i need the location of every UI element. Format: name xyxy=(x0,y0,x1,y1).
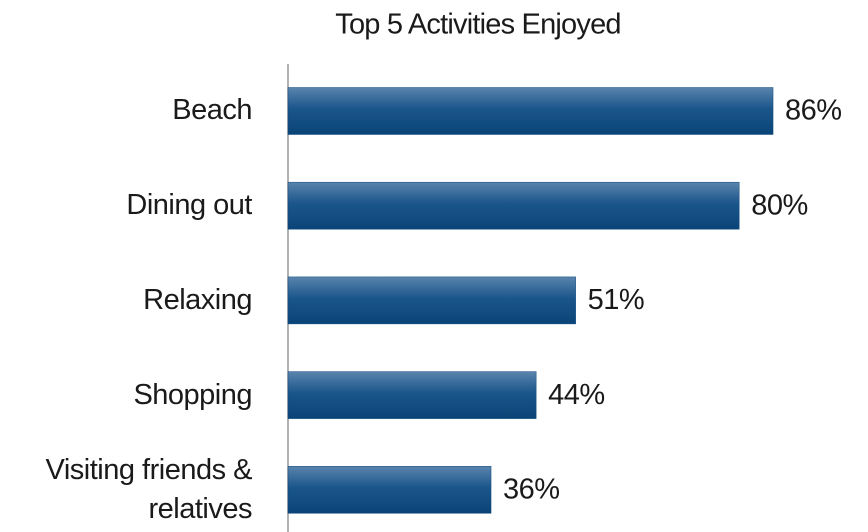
category-label-box: Visiting friends & relatives xyxy=(45,453,252,525)
value-label: 44% xyxy=(548,379,605,411)
value-label: 86% xyxy=(785,95,842,127)
bar xyxy=(287,181,740,230)
value-label: 80% xyxy=(751,189,808,221)
bar xyxy=(287,371,537,419)
category-label: Relaxing xyxy=(143,283,252,316)
category-label: Shopping xyxy=(133,378,252,411)
bar xyxy=(287,276,576,325)
value-label: 51% xyxy=(588,284,645,316)
category-label-box: Dining out xyxy=(126,189,252,222)
category-label-box: Relaxing xyxy=(143,283,252,316)
value-label: 36% xyxy=(503,473,560,505)
category-label-box: Beach xyxy=(172,94,252,127)
chart-title: Top 5 Activities Enjoyed xyxy=(335,9,620,41)
category-label: Visiting friends & relatives xyxy=(45,453,252,525)
bar xyxy=(287,87,774,135)
bar xyxy=(287,466,492,514)
category-label-box: Shopping xyxy=(133,378,252,411)
category-label: Dining out xyxy=(126,189,252,222)
category-label: Beach xyxy=(172,94,252,127)
